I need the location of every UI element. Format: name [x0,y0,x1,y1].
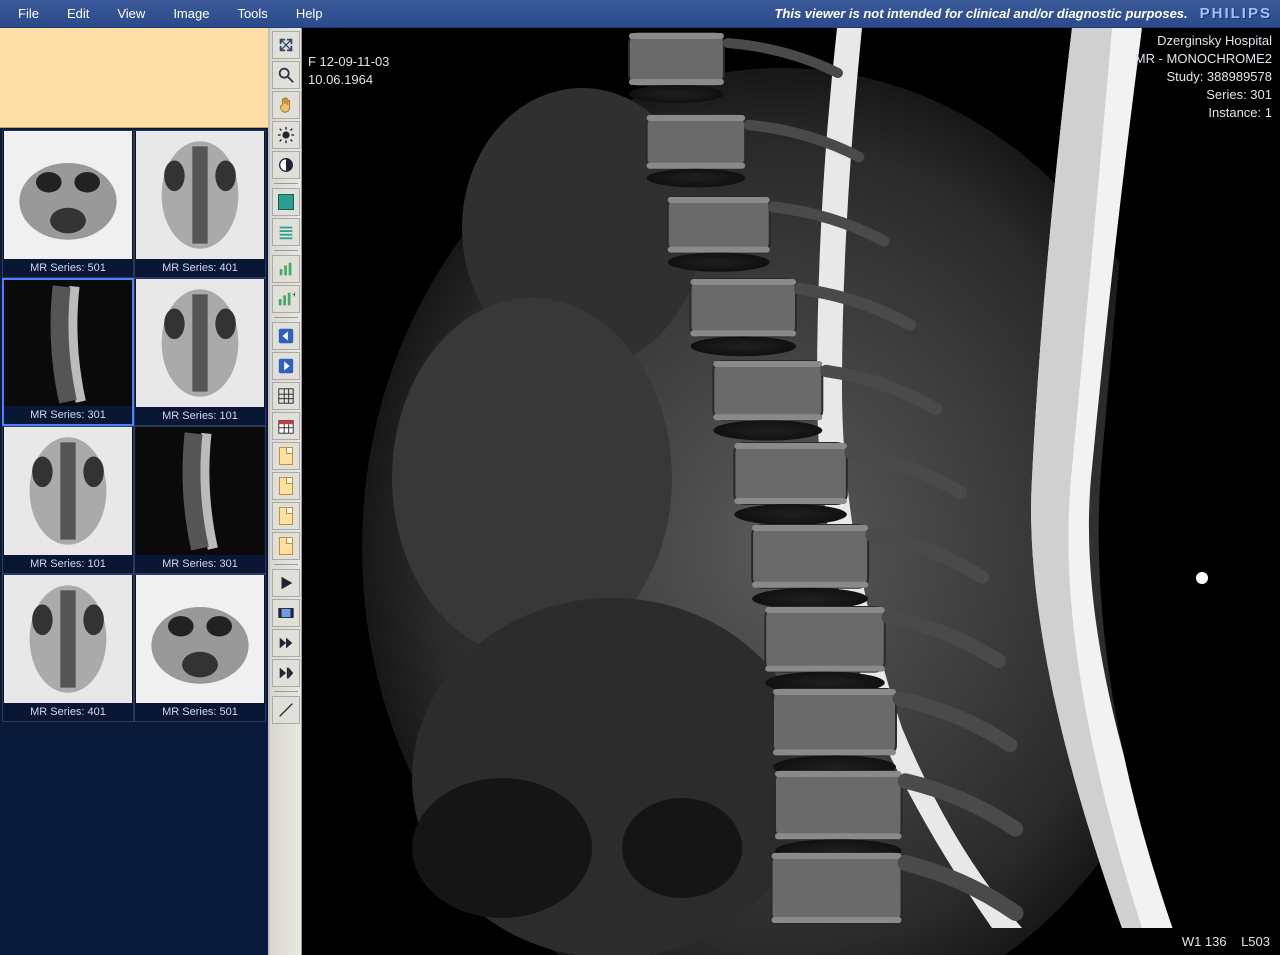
main-layout: MR Series: 501MR Series: 401MR Series: 3… [0,28,1280,955]
note-first-icon[interactable] [272,442,300,470]
toolbar-separator [274,250,298,251]
contrast-icon[interactable] [272,151,300,179]
overlay-top-left: F 12-09-11-03 10.06.1964 [308,32,448,89]
prev-frame-icon[interactable] [272,322,300,350]
thumbnail[interactable]: MR Series: 401 [2,574,134,722]
svg-text:+: + [292,290,295,299]
brightness-icon[interactable] [272,121,300,149]
select-icon[interactable] [272,31,300,59]
toolbar: + [270,28,302,955]
fast-fwd-icon[interactable] [272,629,300,657]
series-line: Series: 301 [1135,86,1272,104]
thumbnail-image [135,131,265,259]
thumbnail[interactable]: MR Series: 301 [2,278,134,426]
play-icon[interactable] [272,569,300,597]
measure-line-icon[interactable] [272,696,300,724]
bars-plus-icon[interactable]: + [272,285,300,313]
toolbar-separator [274,183,298,184]
modality-line: MR - MONOCHROME2 [1135,50,1272,68]
image-viewer[interactable]: F 12-09-11-03 10.06.1964 Dzerginsky Hosp… [302,28,1280,955]
pan-icon[interactable] [272,91,300,119]
thumbnail-image [135,575,265,703]
stack-lines-icon[interactable] [272,218,300,246]
menubar-warning: This viewer is not intended for clinical… [774,6,1199,21]
hospital-name: Dzerginsky Hospital [1135,32,1272,50]
skip-fwd-icon[interactable] [272,659,300,687]
note-last-icon[interactable] [272,532,300,560]
overlay-bottom-right: W1 136 L503 [1182,934,1270,949]
patient-dob-line: 10.06.1964 [308,71,448,89]
thumbnail-label: MR Series: 301 [4,406,132,424]
window-value: W1 136 [1182,934,1227,949]
thumbnail-panel: MR Series: 501MR Series: 401MR Series: 3… [0,28,270,955]
thumbnail-image [3,131,133,259]
note-prev-icon[interactable] [272,472,300,500]
region-icon[interactable] [272,188,300,216]
thumbnail-image [135,279,265,407]
thumbnail-image [135,427,265,555]
grid-icon[interactable] [272,382,300,410]
thumbnail-image [4,280,132,408]
histogram-icon[interactable] [272,255,300,283]
thumbnail[interactable]: MR Series: 501 [134,574,266,722]
toolbar-separator [274,564,298,565]
thumbnail-label: MR Series: 401 [135,259,265,277]
thumbnail[interactable]: MR Series: 101 [2,426,134,574]
thumbnail[interactable]: MR Series: 401 [134,130,266,278]
thumbnail[interactable]: MR Series: 501 [2,130,134,278]
thumbnail-label: MR Series: 101 [3,555,133,573]
level-value: L503 [1241,934,1270,949]
thumbnail-label: MR Series: 101 [135,407,265,425]
next-frame-icon[interactable] [272,352,300,380]
menu-file[interactable]: File [4,0,53,27]
thumbnail-label: MR Series: 401 [3,703,133,721]
brand-logo: PHILIPS [1200,5,1280,22]
thumbnail-label: MR Series: 501 [3,259,133,277]
menu-image[interactable]: Image [159,0,223,27]
zoom-icon[interactable] [272,61,300,89]
menubar: File Edit View Image Tools Help This vie… [0,0,1280,28]
note-next-icon[interactable] [272,502,300,530]
thumbnail[interactable]: MR Series: 301 [134,426,266,574]
overlay-top-right: Dzerginsky Hospital MR - MONOCHROME2 Stu… [1135,32,1272,122]
toolbar-separator [274,691,298,692]
menu-help[interactable]: Help [282,0,337,27]
study-line: Study: 388989578 [1135,68,1272,86]
thumbnail-label: MR Series: 301 [135,555,265,573]
thumbnail-label: MR Series: 501 [135,703,265,721]
menu-tools[interactable]: Tools [223,0,281,27]
thumbnail-grid: MR Series: 501MR Series: 401MR Series: 3… [0,128,268,724]
menu-view[interactable]: View [103,0,159,27]
thumbnail[interactable]: MR Series: 101 [134,278,266,426]
patient-name-redacted [308,32,448,48]
menu-edit[interactable]: Edit [53,0,103,27]
cine-icon[interactable] [272,599,300,627]
thumbnail-image [3,575,133,703]
thumbnail-image [3,427,133,555]
patient-id-line: F 12-09-11-03 [308,53,448,71]
toolbar-separator [274,317,298,318]
instance-line: Instance: 1 [1135,104,1272,122]
calendar-icon[interactable] [272,412,300,440]
dicom-image [302,28,1280,955]
thumbnail-header [0,28,268,128]
menu-items: File Edit View Image Tools Help [0,0,337,27]
